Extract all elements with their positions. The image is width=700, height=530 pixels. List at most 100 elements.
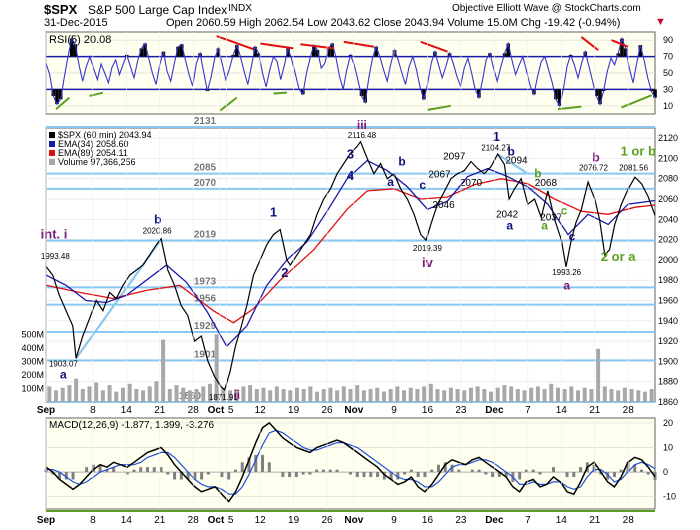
rsi-panel: 10 30 50 70 90 RSI(5) 20.08 (45, 31, 673, 115)
rsi-divergence-mark (343, 40, 375, 48)
wave-label: 2 (281, 265, 288, 280)
date-tick-label: 21 (154, 515, 166, 526)
wave-label: 1993.26 (552, 268, 581, 277)
date-tick-label: 28 (188, 405, 200, 416)
date-tick-label: 19 (288, 515, 300, 526)
wave-label: b (154, 212, 161, 226)
wave-label: a (563, 278, 570, 292)
price-tick-label: 2020 (658, 235, 678, 245)
rsi-divergence-mark (300, 43, 334, 50)
date-tick-label: Oct (208, 405, 225, 416)
wave-label: iv (422, 255, 434, 270)
level-label: 1956 (194, 294, 217, 305)
wave-label: 1 (493, 129, 500, 144)
rsi-divergence-mark (219, 96, 238, 112)
date-tick-label: 26 (322, 405, 334, 416)
date-tick-label: 12 (255, 515, 267, 526)
date-axis: SepSep88141421212828OctOct55121219192626… (37, 32, 634, 526)
price-tick-label: 1960 (658, 296, 678, 306)
rsi-tick-label: 30 (663, 84, 673, 94)
rsi-divergence-mark (557, 105, 582, 111)
price-tick-label: 1920 (658, 336, 678, 346)
price-tick-label: 1900 (658, 356, 678, 366)
rsi-line (45, 36, 656, 108)
macd-line (45, 421, 656, 503)
date-tick-label: 7 (525, 515, 531, 526)
wave-label: 3 (347, 146, 354, 161)
date-tick-label: Dec (485, 515, 504, 526)
wave-label: a (60, 368, 67, 382)
date-tick-label: Sep (37, 405, 55, 416)
ema34-line (45, 159, 656, 348)
date-tick-label: Nov (344, 515, 363, 526)
legend-entry: $SPX (60 min) 2043.94 (58, 130, 152, 140)
rsi-tick-label: 70 (663, 52, 673, 62)
wave-label: int. i (41, 227, 68, 242)
level-label: 2131 (194, 116, 217, 127)
quote-summary: Open 2060.59 High 2062.54 Low 2043.62 Cl… (166, 17, 621, 29)
wave-label: a (541, 218, 548, 232)
wave-label: 2037 (540, 212, 563, 223)
price-tick-label: 2060 (658, 194, 678, 204)
legend-swatch (49, 159, 55, 165)
wave-label: c (569, 230, 576, 244)
wave-label: ii (233, 388, 240, 402)
date-tick-label: 9 (391, 515, 397, 526)
down-arrow-icon: ▼ (655, 16, 666, 28)
wave-label: 1993.48 (41, 252, 70, 261)
legend-entry: EMA(34) 2058.60 (58, 139, 129, 149)
wave-label: 1871.91 (209, 393, 238, 402)
brand-label: Objective Elliott Wave @ StockCharts.com (452, 3, 641, 14)
wave-label: 2116.48 (348, 131, 377, 140)
wave-label: iii (357, 118, 367, 132)
macd-signal-line (46, 429, 656, 495)
rsi-divergence-mark (427, 104, 452, 111)
symbol-label: $SPX (44, 2, 78, 17)
date-tick-label: 8 (90, 515, 96, 526)
date-tick-label: 21 (589, 405, 601, 416)
date-tick-label: 14 (121, 515, 133, 526)
wave-label: a (506, 218, 513, 232)
wave-label: b (398, 155, 405, 169)
date-tick-label: 19 (288, 405, 300, 416)
rsi-divergence-mark (55, 96, 71, 110)
date-tick-label: 28 (188, 515, 200, 526)
date-tick-label: 16 (422, 515, 434, 526)
wave-label: a (387, 175, 394, 189)
price-tick-label: 2120 (658, 133, 678, 143)
price-tick-label: 2100 (658, 153, 678, 163)
price-tick-label: 1940 (658, 316, 678, 326)
index-name: S&P 500 Large Cap Index (88, 3, 228, 17)
date-tick-label: 12 (255, 405, 267, 416)
date-tick-label: 28 (623, 515, 635, 526)
legend-swatch (49, 150, 55, 156)
date-tick-label: 7 (525, 405, 531, 416)
trend-line (497, 153, 529, 175)
volume-tick-label: 100M (21, 384, 44, 394)
rsi-tick-label: 90 (663, 35, 673, 45)
rsi-divergence-mark (216, 35, 254, 51)
rsi-divergence-mark (420, 40, 448, 53)
macd-tick-label: 10 (663, 443, 673, 453)
wave-label: 1903.07 (49, 359, 78, 368)
wave-label: 2104.27 (481, 143, 510, 152)
level-label: 1901 (194, 349, 217, 360)
macd-tick-label: -10 (663, 492, 676, 502)
wave-label: b (534, 167, 541, 181)
date-tick-label: 9 (391, 405, 397, 416)
macd-frame (45, 417, 656, 510)
price-tick-label: 2000 (658, 255, 678, 265)
exchange-label: INDX (228, 3, 252, 14)
level-label: 2085 (194, 163, 217, 174)
rsi-divergence-mark (260, 42, 294, 50)
volume-tick-label: 400M (21, 343, 44, 353)
price-panel: 1860 1880 1900 1920 1940 1960 1980 2000 2020 2040… (21, 116, 678, 407)
rsi-divergence-mark (621, 94, 653, 109)
rsi-tick-label: 10 (663, 101, 673, 111)
level-label: 2070 (194, 178, 217, 189)
price-tick-label: 1980 (658, 275, 678, 285)
wave-label: 2 or a (601, 249, 636, 264)
wave-label: c (419, 178, 426, 192)
price-tick-label: 1860 (658, 397, 678, 407)
